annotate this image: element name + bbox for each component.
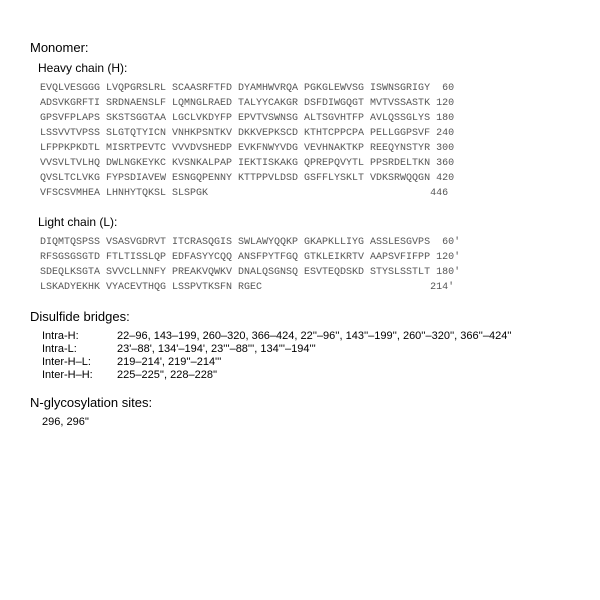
bridge-value: 225–225'', 228–228'': [117, 369, 570, 381]
light-chain-heading: Light chain (L):: [38, 215, 570, 229]
glycosylation-heading: N-glycosylation sites:: [30, 395, 570, 410]
monomer-heading: Monomer:: [30, 40, 570, 55]
bridge-label: Intra-H:: [42, 330, 117, 342]
bridge-value: 219–214', 219''–214''': [117, 356, 570, 368]
bridge-row: Inter-H–H: 225–225'', 228–228'': [42, 369, 570, 381]
glycosylation-value: 296, 296'': [42, 416, 570, 428]
bridge-row: Inter-H–L: 219–214', 219''–214''': [42, 356, 570, 368]
bridge-label: Inter-H–H:: [42, 369, 117, 381]
disulfide-heading: Disulfide bridges:: [30, 309, 570, 324]
bridge-row: Intra-L: 23'–88', 134'–194', 23'''–88'''…: [42, 343, 570, 355]
disulfide-block: Intra-H: 22–96, 143–199, 260–320, 366–42…: [42, 330, 570, 381]
light-chain-sequence: DIQMTQSPSS VSASVGDRVT ITCRASQGIS SWLAWYQ…: [40, 235, 570, 295]
bridge-label: Intra-L:: [42, 343, 117, 355]
heavy-chain-sequence: EVQLVESGGG LVQPGRSLRL SCAASRFTFD DYAMHWV…: [40, 81, 570, 201]
heavy-chain-heading: Heavy chain (H):: [38, 61, 570, 75]
bridge-label: Inter-H–L:: [42, 356, 117, 368]
bridge-value: 22–96, 143–199, 260–320, 366–424, 22''–9…: [117, 330, 570, 342]
bridge-value: 23'–88', 134'–194', 23'''–88''', 134'''–…: [117, 343, 570, 355]
bridge-row: Intra-H: 22–96, 143–199, 260–320, 366–42…: [42, 330, 570, 342]
